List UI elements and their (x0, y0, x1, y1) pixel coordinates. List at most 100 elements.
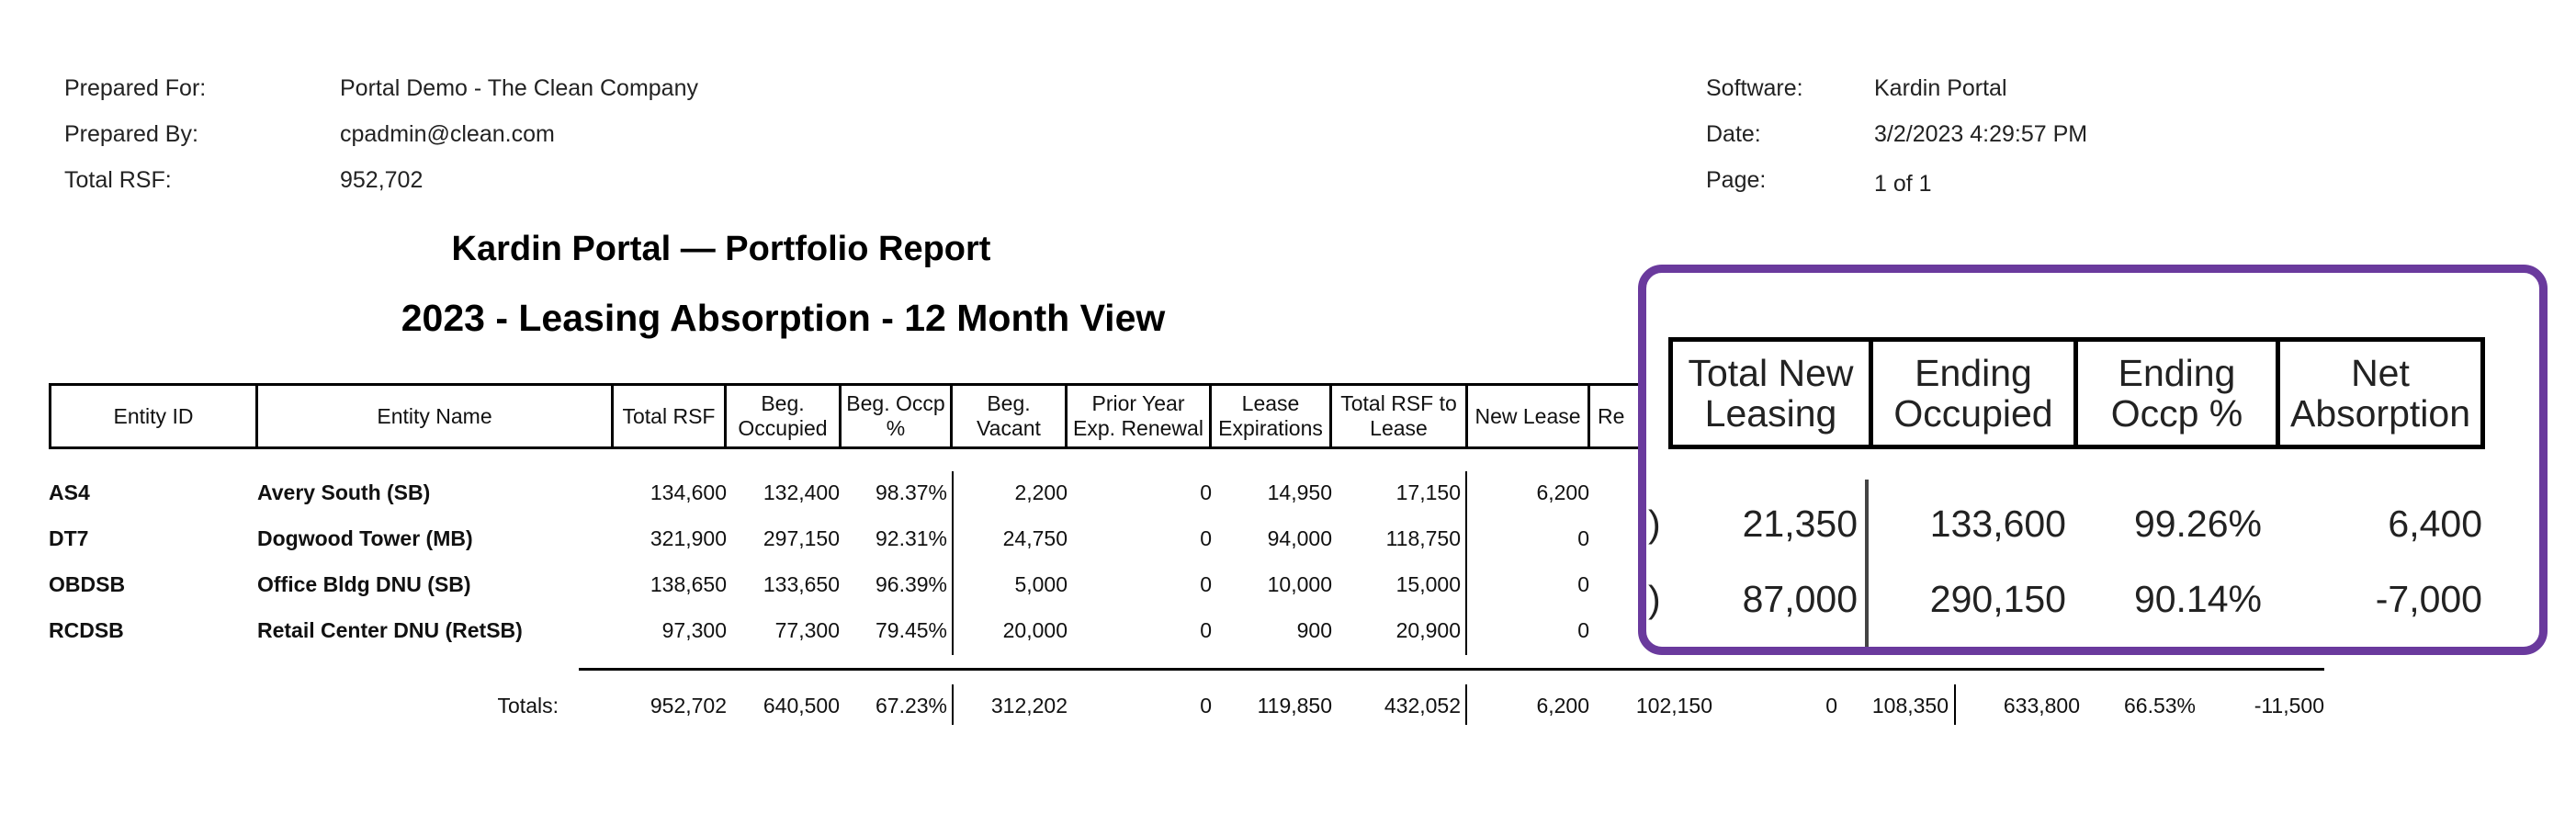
total-rsf: 97,300 (661, 618, 727, 642)
page-label: Page: (1706, 167, 1767, 193)
column-separator (952, 684, 954, 725)
beg-occp-pct: 98.37% (875, 480, 947, 504)
header-total-rsf-to-lease: Total RSF to Lease (1329, 383, 1468, 449)
beg-occupied: 132,400 (763, 480, 840, 504)
zoom-cut-glyph: ) (1648, 578, 1661, 620)
date-value: 3/2/2023 4:29:57 PM (1874, 121, 2088, 147)
column-separator (952, 471, 954, 655)
beg-occp-pct: 92.31% (875, 526, 947, 550)
new-lease: 0 (1577, 572, 1589, 596)
totals-label: Totals: (497, 694, 559, 717)
beg-occupied: 297,150 (763, 526, 840, 550)
zoom-header-total-new-leasing: Total New Leasing (1668, 337, 1873, 449)
beg-occp-pct: 79.45% (875, 618, 947, 642)
totals-renewal: 102,150 (1635, 694, 1712, 717)
totals-total-rsf: 952,702 (650, 694, 727, 717)
zoom-ending-occp-pct: 90.14% (2133, 578, 2262, 620)
zoom-header-ending-occupied: Ending Occupied (1869, 337, 2078, 449)
total-rsf: 138,650 (650, 572, 727, 596)
entity-name: Retail Center DNU (RetSB) (257, 618, 523, 642)
header-entity-id: Entity ID (49, 383, 258, 449)
header-entity-name: Entity Name (255, 383, 614, 449)
totals-net-absorption: -11,500 (2254, 694, 2324, 717)
beg-vacant: 2,200 (1014, 480, 1068, 504)
zoom-ending-occp-pct: 99.26% (2133, 503, 2262, 545)
totals-prior-year-renewal: 0 (1200, 694, 1212, 717)
beg-vacant: 24,750 (1002, 526, 1068, 550)
zoom-callout: Total New Leasing Ending Occupied Ending Oc… (1638, 265, 2548, 655)
software-value: Kardin Portal (1874, 75, 2007, 101)
beg-occupied: 133,650 (763, 572, 840, 596)
zoom-column-separator (1865, 480, 1869, 647)
total-rsf-value: 952,702 (340, 167, 424, 193)
report-subtitle: 2023 - Leasing Absorption - 12 Month Vie… (401, 297, 1166, 339)
header-beg-occp-pct: Beg. Occp% (839, 383, 953, 449)
header-prior-year-renewal: Prior Year Exp. Renewal (1065, 383, 1212, 449)
totals-total-new-leasing: 108,350 (1871, 694, 1949, 717)
prior-year-renewal: 0 (1200, 572, 1212, 596)
totals-beg-vacant: 312,202 (990, 694, 1068, 717)
prepared-for-value: Portal Demo - The Clean Company (340, 75, 698, 101)
total-rsf-to-lease: 118,750 (1385, 526, 1461, 550)
totals-new-lease: 6,200 (1536, 694, 1589, 717)
new-lease: 6,200 (1536, 480, 1589, 504)
entity-name: Avery South (SB) (257, 480, 431, 504)
prior-year-renewal: 0 (1200, 480, 1212, 504)
prior-year-renewal: 0 (1200, 618, 1212, 642)
header-new-lease: New Lease (1465, 383, 1590, 449)
zoom-total-new-leasing: 21,350 (1742, 503, 1858, 545)
totals-lease-expirations: 119,850 (1257, 694, 1332, 717)
lease-expirations: 900 (1296, 618, 1332, 642)
beg-occupied: 77,300 (774, 618, 840, 642)
prior-year-renewal: 0 (1200, 526, 1212, 550)
zoom-net-absorption: 6,400 (2388, 503, 2482, 545)
page-value: 1 of 1 (1874, 171, 1932, 197)
header-beg-vacant: Beg. Vacant (950, 383, 1068, 449)
column-separator (1465, 684, 1467, 725)
beg-vacant: 5,000 (1014, 572, 1068, 596)
totals-ending-occp-pct: 66.53% (2123, 694, 2196, 717)
entity-id: DT7 (49, 526, 89, 550)
total-rsf: 134,600 (650, 480, 727, 504)
beg-occp-pct: 96.39% (875, 572, 947, 596)
totals-total-rsf-to-lease: 432,052 (1384, 694, 1461, 717)
lease-expirations: 14,950 (1267, 480, 1332, 504)
prepared-for-label: Prepared For: (64, 75, 207, 101)
entity-id: AS4 (49, 480, 90, 504)
totals-other: 0 (1825, 694, 1837, 717)
total-rsf-label: Total RSF: (64, 167, 172, 193)
zoom-ending-occupied: 133,600 (1929, 503, 2066, 545)
prepared-by-value: cpadmin@clean.com (340, 121, 555, 147)
zoom-total-new-leasing: 87,000 (1742, 578, 1858, 620)
totals-ending-occupied: 633,800 (2003, 694, 2080, 717)
lease-expirations: 10,000 (1267, 572, 1332, 596)
zoom-cut-glyph: ) (1648, 503, 1661, 545)
header-lease-expirations: Lease Expirations (1209, 383, 1332, 449)
total-rsf-to-lease: 15,000 (1395, 572, 1461, 596)
header-total-rsf: Total RSF (611, 383, 727, 449)
total-rsf: 321,900 (650, 526, 727, 550)
totals-beg-occupied: 640,500 (763, 694, 840, 717)
software-label: Software: (1706, 75, 1803, 101)
header-beg-occupied: Beg. Occupied (724, 383, 842, 449)
entity-id: OBDSB (49, 572, 126, 596)
zoom-net-absorption: -7,000 (2375, 578, 2482, 620)
new-lease: 0 (1577, 618, 1589, 642)
zoom-header-net-absorption: Net Absorption (2276, 337, 2485, 449)
totals-beg-occp-pct: 67.23% (875, 694, 947, 717)
entity-id: RCDSB (49, 618, 124, 642)
entity-name: Dogwood Tower (MB) (257, 526, 473, 550)
zoom-ending-occupied: 290,150 (1929, 578, 2066, 620)
prepared-by-label: Prepared By: (64, 121, 198, 147)
date-label: Date: (1706, 121, 1761, 147)
lease-expirations: 94,000 (1267, 526, 1332, 550)
total-rsf-to-lease: 20,900 (1395, 618, 1461, 642)
entity-name: Office Bldg DNU (SB) (257, 572, 471, 596)
report-title: Kardin Portal — Portfolio Report (451, 230, 991, 268)
total-rsf-to-lease: 17,150 (1395, 480, 1461, 504)
column-separator (1954, 684, 1956, 725)
zoom-header-ending-occp-pct: Ending Occp % (2073, 337, 2280, 449)
new-lease: 0 (1577, 526, 1589, 550)
column-separator (1465, 471, 1467, 655)
beg-vacant: 20,000 (1002, 618, 1068, 642)
